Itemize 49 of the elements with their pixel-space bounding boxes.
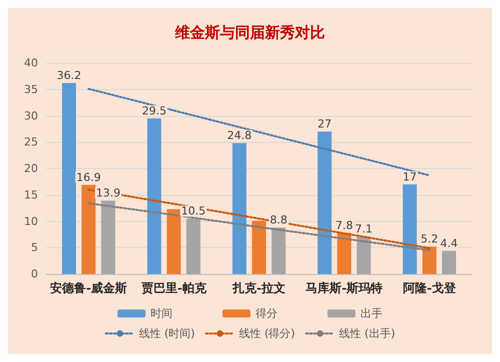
y-tick-label: 35 bbox=[24, 82, 38, 96]
bar bbox=[337, 232, 352, 274]
data-label: 16.9 bbox=[76, 170, 101, 184]
bar bbox=[166, 209, 181, 274]
bar bbox=[356, 236, 371, 274]
x-tick-label: 阿隆-戈登 bbox=[402, 281, 457, 295]
data-label: 10.5 bbox=[181, 204, 206, 218]
data-label: 13.9 bbox=[96, 186, 120, 200]
y-tick-label: 30 bbox=[24, 109, 38, 122]
data-label: 27 bbox=[318, 118, 332, 131]
data-label: 36.2 bbox=[56, 69, 82, 82]
bar bbox=[318, 132, 332, 274]
bar bbox=[402, 184, 417, 274]
data-label: 17 bbox=[402, 170, 417, 184]
data-label: 8.8 bbox=[270, 214, 288, 227]
bar bbox=[422, 246, 436, 274]
bar bbox=[101, 200, 116, 274]
data-label: 4.4 bbox=[440, 236, 458, 250]
x-tick-label: 贾巴里-帕克 bbox=[140, 281, 208, 295]
y-tick-label: 40 bbox=[24, 56, 38, 70]
legend-label: 出手 bbox=[360, 307, 382, 320]
data-label: 7.1 bbox=[355, 222, 373, 236]
x-tick-label: 扎克-拉文 bbox=[232, 281, 286, 295]
bar bbox=[147, 118, 162, 274]
y-tick-label: 20 bbox=[24, 162, 38, 175]
legend-label: 线性 (出手) bbox=[339, 327, 396, 340]
bar bbox=[272, 228, 286, 274]
bar bbox=[442, 250, 456, 274]
legend-label: 时间 bbox=[150, 307, 172, 320]
legend-label: 线性 (得分) bbox=[238, 327, 296, 340]
x-tick-label: 马库斯-斯玛特 bbox=[306, 281, 383, 295]
data-label: 29.5 bbox=[142, 104, 166, 118]
legend-label: 得分 bbox=[256, 307, 278, 320]
x-tick-label: 安德鲁-威金斯 bbox=[50, 281, 128, 295]
bar bbox=[232, 143, 246, 274]
y-tick-label: 25 bbox=[24, 136, 38, 149]
y-tick-label: 15 bbox=[24, 188, 38, 202]
bar bbox=[82, 184, 96, 274]
bar bbox=[186, 218, 200, 274]
y-tick-label: 5 bbox=[31, 241, 38, 254]
chart-title: 维金斯与同届新秀对比 bbox=[174, 24, 325, 42]
data-label: 7.8 bbox=[335, 218, 353, 232]
legend-label: 线性 (时间) bbox=[138, 327, 195, 340]
y-tick-label: 10 bbox=[24, 214, 38, 228]
y-tick-label: 0 bbox=[31, 268, 38, 280]
bar bbox=[252, 220, 266, 274]
bar bbox=[62, 83, 76, 274]
data-label: 5.2 bbox=[420, 232, 438, 246]
data-label: 24.8 bbox=[227, 129, 252, 142]
